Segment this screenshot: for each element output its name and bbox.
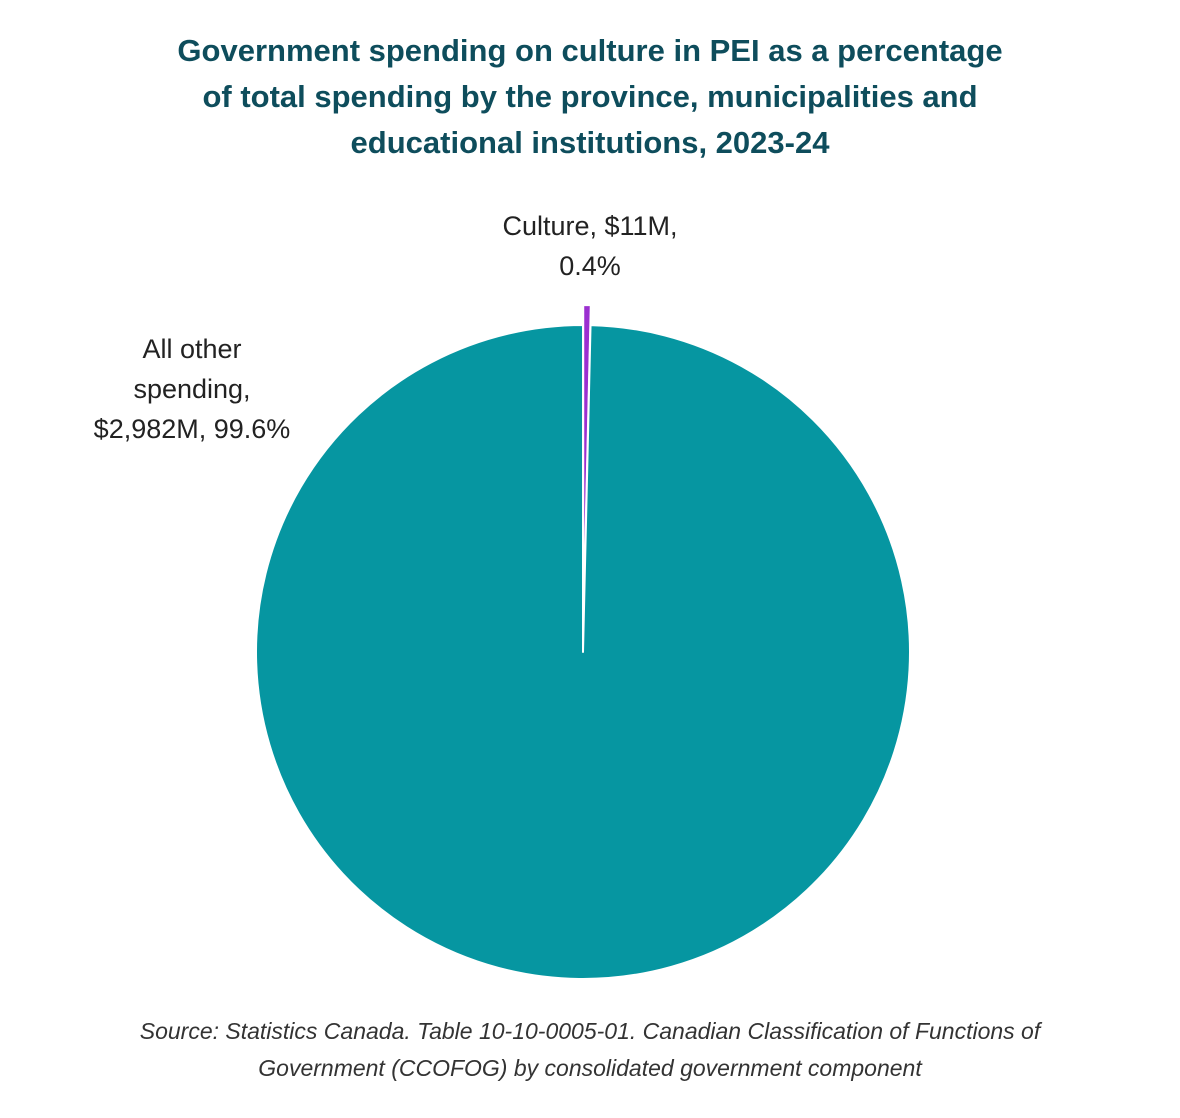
pie-slice-all-other-spending [255,324,911,980]
chart-title-line-3: educational institutions, 2023-24 [350,125,830,160]
chart-title-line-2: of total spending by the province, munic… [202,79,978,114]
slice-label-all-other-line-1: All other [142,334,242,364]
slice-label-all-other: All other spending, $2,982M, 99.6% [62,329,322,449]
chart-title: Government spending on culture in PEI as… [90,28,1090,166]
chart-title-line-1: Government spending on culture in PEI as… [177,33,1003,68]
source-note: Source: Statistics Canada. Table 10-10-0… [40,1013,1140,1087]
slice-label-all-other-line-3: $2,982M, 99.6% [93,414,291,444]
slice-label-culture: Culture, $11M, 0.4% [470,206,710,286]
source-note-line-1: Source: Statistics Canada. Table 10-10-0… [139,1018,1041,1044]
slice-label-culture-line-2: 0.4% [559,251,621,281]
slice-label-all-other-line-2: spending, [133,374,251,404]
slice-label-culture-line-1: Culture, $11M, [502,211,678,241]
source-note-line-2: Government (CCOFOG) by consolidated gove… [258,1055,922,1081]
